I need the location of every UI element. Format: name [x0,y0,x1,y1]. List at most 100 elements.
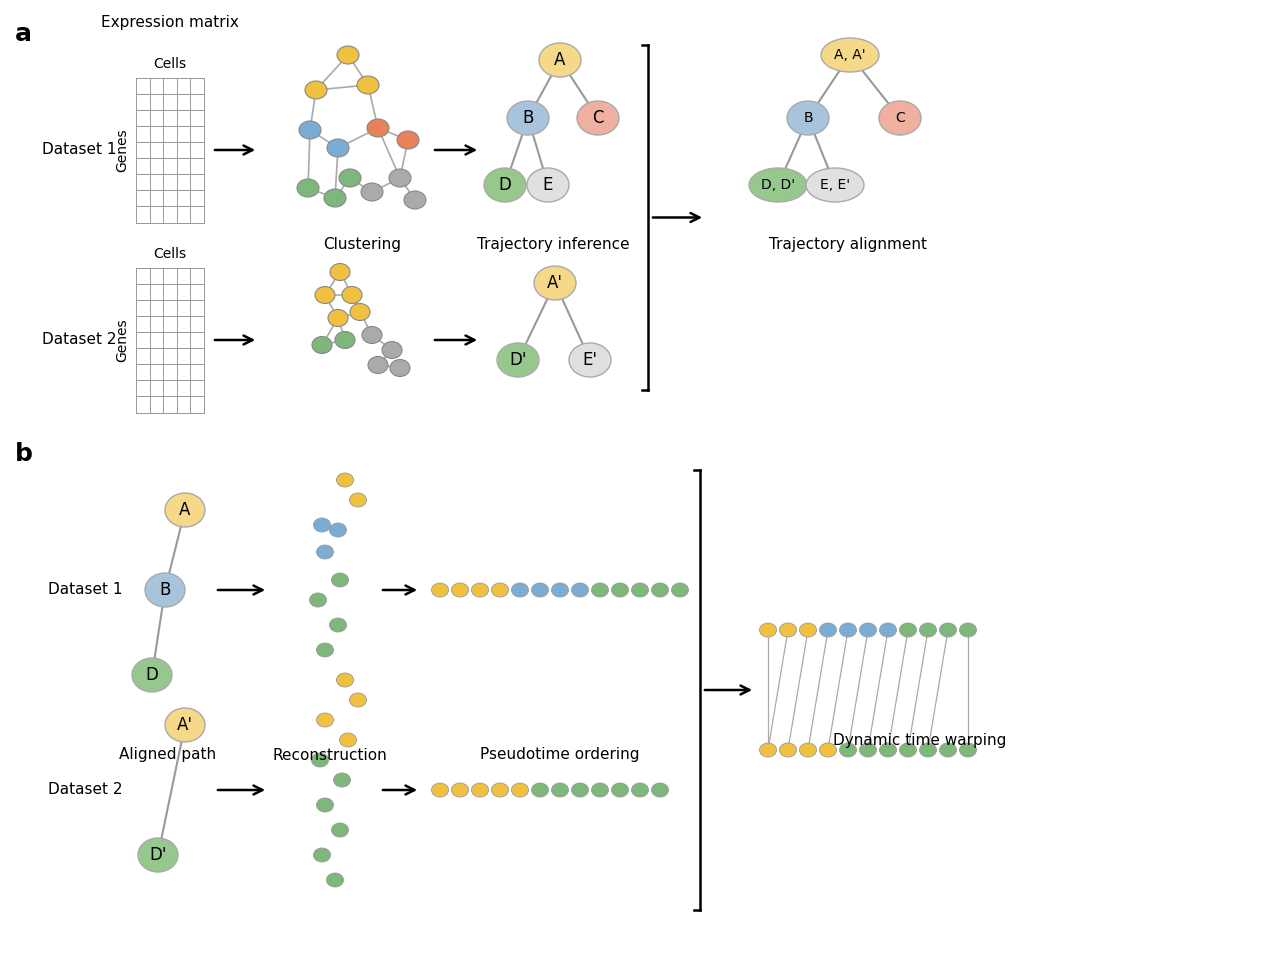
Ellipse shape [145,573,186,607]
Ellipse shape [631,783,649,797]
Text: C: C [895,111,905,125]
Text: E: E [543,176,553,194]
Ellipse shape [332,573,348,587]
Ellipse shape [431,783,448,797]
Ellipse shape [759,623,777,637]
Ellipse shape [512,583,529,597]
Ellipse shape [326,139,349,157]
Ellipse shape [337,673,353,687]
Ellipse shape [165,493,205,527]
Ellipse shape [389,169,411,187]
Text: A': A' [547,274,563,292]
Text: Genes: Genes [115,128,129,172]
Ellipse shape [612,783,628,797]
Ellipse shape [652,783,668,797]
Ellipse shape [362,327,381,343]
Ellipse shape [349,303,370,321]
Ellipse shape [531,783,549,797]
Ellipse shape [840,743,856,757]
Ellipse shape [316,545,334,559]
Ellipse shape [879,743,896,757]
Text: D: D [146,666,159,684]
Ellipse shape [452,783,468,797]
Text: Dataset 2: Dataset 2 [42,332,116,347]
Ellipse shape [749,168,806,202]
Ellipse shape [329,523,347,537]
Ellipse shape [527,168,570,202]
Text: Cells: Cells [154,58,187,71]
Ellipse shape [960,743,977,757]
Ellipse shape [919,743,937,757]
Ellipse shape [631,583,649,597]
Ellipse shape [132,658,172,692]
Text: D': D' [509,351,527,369]
Ellipse shape [452,583,468,597]
Ellipse shape [780,623,796,637]
Ellipse shape [310,593,326,607]
Ellipse shape [539,43,581,77]
Text: Dataset 1: Dataset 1 [42,142,116,158]
Ellipse shape [357,76,379,94]
Ellipse shape [471,583,489,597]
Ellipse shape [315,287,335,303]
Ellipse shape [534,266,576,300]
Ellipse shape [577,101,620,135]
Ellipse shape [492,783,508,797]
Text: B: B [522,109,534,127]
Ellipse shape [334,773,351,787]
Text: Reconstruction: Reconstruction [273,748,388,762]
Ellipse shape [591,583,608,597]
Ellipse shape [940,743,956,757]
Text: D': D' [150,846,166,864]
Ellipse shape [879,101,922,135]
Ellipse shape [471,783,489,797]
Ellipse shape [300,121,321,139]
Ellipse shape [484,168,526,202]
Text: Pseudotime ordering: Pseudotime ordering [480,748,640,762]
Ellipse shape [859,743,877,757]
Ellipse shape [316,713,334,727]
Ellipse shape [879,623,896,637]
Ellipse shape [900,743,916,757]
Ellipse shape [512,783,529,797]
Ellipse shape [672,583,689,597]
Ellipse shape [552,783,568,797]
Ellipse shape [591,783,608,797]
Ellipse shape [324,189,346,207]
Ellipse shape [316,798,334,812]
Text: D, D': D, D' [760,178,795,192]
Text: A': A' [177,716,193,734]
Text: A, A': A, A' [835,48,865,62]
Ellipse shape [960,623,977,637]
Ellipse shape [349,493,366,507]
Ellipse shape [787,101,829,135]
Ellipse shape [361,183,383,201]
Ellipse shape [390,360,410,376]
Ellipse shape [497,343,539,377]
Text: a: a [15,22,32,46]
Ellipse shape [919,623,937,637]
Ellipse shape [431,583,448,597]
Text: Trajectory alignment: Trajectory alignment [769,238,927,253]
Text: Dataset 1: Dataset 1 [49,582,123,598]
Text: Expression matrix: Expression matrix [101,15,239,30]
Ellipse shape [329,618,347,632]
Ellipse shape [326,873,343,887]
Text: B: B [803,111,813,125]
Text: Genes: Genes [115,318,129,362]
Ellipse shape [332,823,348,837]
Ellipse shape [349,693,366,707]
Ellipse shape [339,733,357,747]
Ellipse shape [800,743,817,757]
Text: B: B [159,581,170,599]
Ellipse shape [819,623,837,637]
Ellipse shape [806,168,864,202]
Ellipse shape [571,783,589,797]
Ellipse shape [367,119,389,137]
Ellipse shape [337,473,353,487]
Text: Trajectory inference: Trajectory inference [476,238,630,253]
Ellipse shape [840,623,856,637]
Text: Dataset 2: Dataset 2 [49,783,123,798]
Ellipse shape [314,518,330,532]
Text: D: D [499,176,512,194]
